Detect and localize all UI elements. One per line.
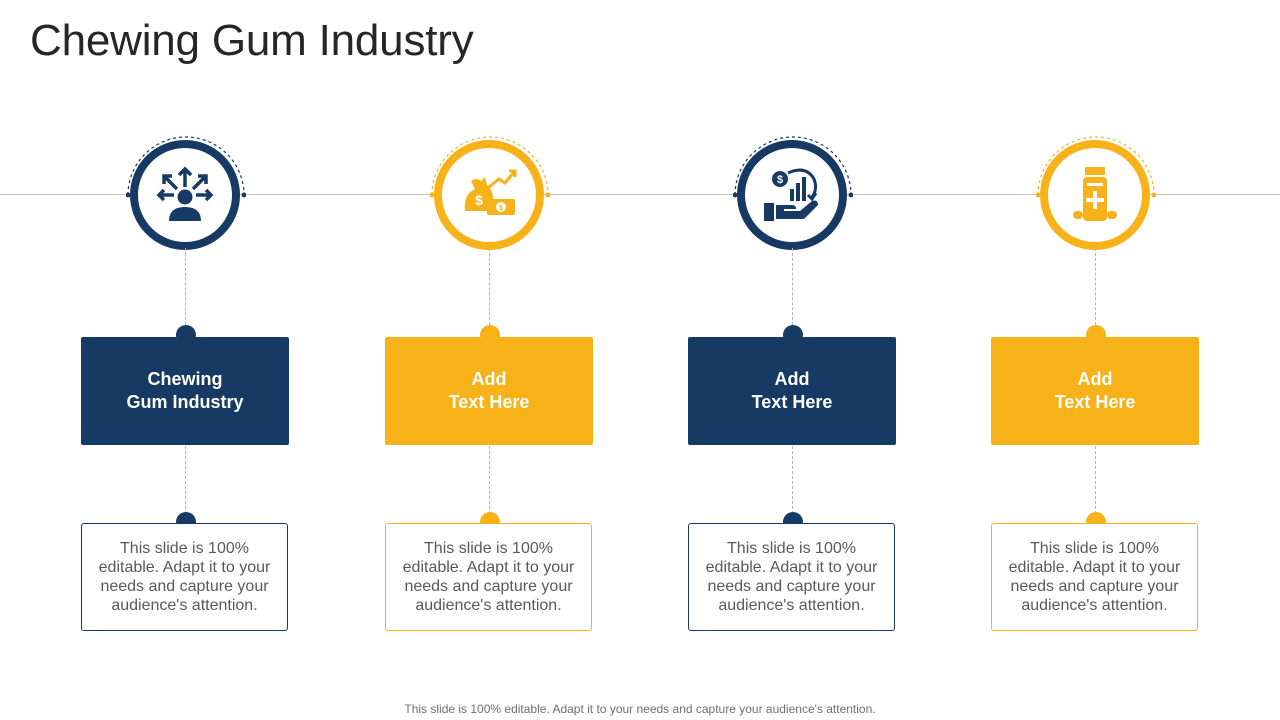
- step-heading: Add Text Here: [1054, 369, 1136, 412]
- dashed-arc: [430, 136, 550, 198]
- step-heading-box: Add Text Here: [385, 337, 593, 445]
- step-description: This slide is 100% editable. Adapt it to…: [98, 540, 271, 614]
- step-description-box: This slide is 100% editable. Adapt it to…: [688, 523, 895, 631]
- step-heading: Add Text Here: [751, 369, 833, 412]
- page-title: Chewing Gum Industry: [30, 16, 474, 65]
- connector-line: [489, 446, 490, 514]
- step-heading: Add Text Here: [448, 369, 530, 412]
- step-description: This slide is 100% editable. Adapt it to…: [705, 540, 878, 614]
- icon-ring: [130, 140, 240, 250]
- step-description: This slide is 100% editable. Adapt it to…: [1008, 540, 1181, 614]
- connector-line: [792, 248, 793, 330]
- connector-line: [1095, 446, 1096, 514]
- svg-text:$: $: [475, 192, 483, 208]
- step-1: Chewing Gum Industry This slide is 100% …: [81, 0, 291, 720]
- step-3: $ Add Text Here This slide is 100% edita…: [688, 0, 898, 720]
- step-description-box: This slide is 100% editable. Adapt it to…: [385, 523, 592, 631]
- step-description: This slide is 100% editable. Adapt it to…: [402, 540, 575, 614]
- timeline-line: [0, 194, 1280, 195]
- connector-line: [792, 446, 793, 514]
- connector-line: [1095, 248, 1096, 330]
- step-heading-box: Chewing Gum Industry: [81, 337, 289, 445]
- icon-ring: $: [737, 140, 847, 250]
- step-heading: Chewing Gum Industry: [126, 369, 244, 412]
- connector-line: [489, 248, 490, 330]
- step-2: $ $ Add Text Here This slide is 100% edi…: [385, 0, 595, 720]
- money-growth-icon: $ $: [464, 169, 517, 215]
- step-heading-box: Add Text Here: [991, 337, 1199, 445]
- step-heading-box: Add Text Here: [688, 337, 896, 445]
- dashed-arc: [733, 136, 853, 198]
- medicine-bottle-icon: [1073, 167, 1117, 221]
- icon-ring: [1040, 140, 1150, 250]
- footer-note: This slide is 100% editable. Adapt it to…: [404, 702, 876, 716]
- hand-investment-icon: $: [764, 168, 818, 221]
- step-description-box: This slide is 100% editable. Adapt it to…: [991, 523, 1198, 631]
- person-arrows-icon: [156, 166, 214, 221]
- connector-line: [185, 446, 186, 514]
- dashed-arc: [126, 136, 246, 198]
- svg-text:$: $: [777, 174, 783, 186]
- step-description-box: This slide is 100% editable. Adapt it to…: [81, 523, 288, 631]
- icon-ring: $ $: [434, 140, 544, 250]
- connector-line: [185, 248, 186, 330]
- dashed-arc: [1036, 136, 1156, 198]
- step-4: Add Text Here This slide is 100% editabl…: [991, 0, 1201, 720]
- svg-text:$: $: [499, 205, 503, 212]
